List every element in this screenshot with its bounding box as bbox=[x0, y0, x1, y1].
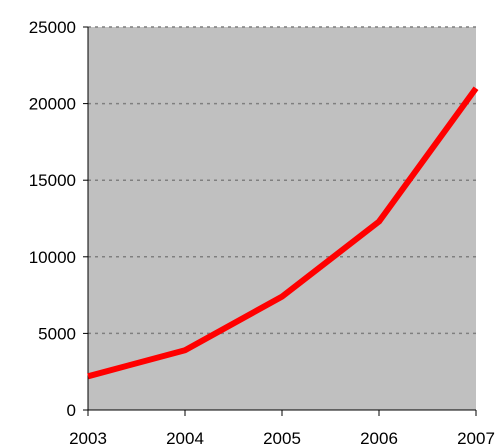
y-tick-label: 5000 bbox=[38, 324, 76, 343]
y-tick-label: 15000 bbox=[29, 171, 76, 190]
plot-area bbox=[88, 27, 476, 410]
y-tick-label: 0 bbox=[67, 401, 76, 420]
x-tick-label: 2007 bbox=[457, 429, 495, 448]
x-tick-label: 2005 bbox=[263, 429, 301, 448]
series-line bbox=[87, 86, 479, 380]
y-tick-label: 25000 bbox=[29, 18, 76, 37]
x-tick-label: 2006 bbox=[360, 429, 398, 448]
y-tick-label: 20000 bbox=[29, 95, 76, 114]
y-tick-label: 10000 bbox=[29, 248, 76, 267]
x-axis-ticks: 2003 2004 2005 2006 2007 bbox=[69, 410, 495, 448]
y-axis-ticks: 0 5000 10000 15000 20000 25000 bbox=[29, 18, 88, 420]
x-tick-label: 2003 bbox=[69, 429, 107, 448]
x-tick-label: 2004 bbox=[166, 429, 204, 448]
